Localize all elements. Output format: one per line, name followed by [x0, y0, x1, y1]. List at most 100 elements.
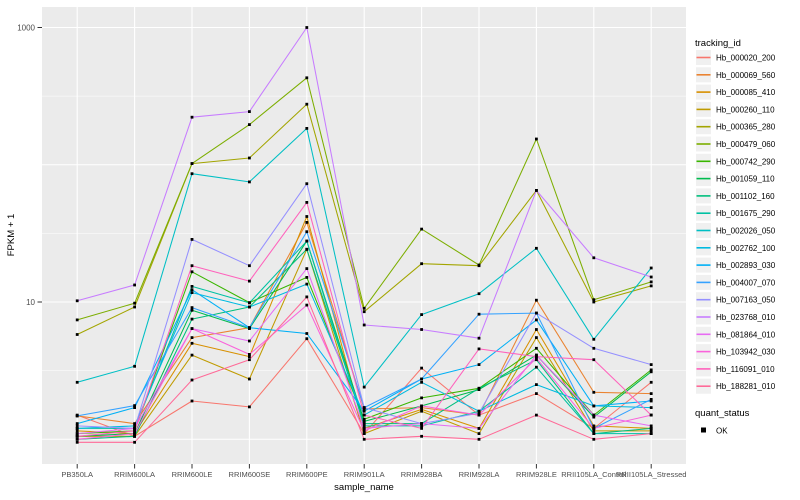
data-point [420, 227, 423, 231]
legend-entry-label: Hb_000020_200 [716, 54, 776, 63]
series-layer [75, 26, 653, 444]
data-point [75, 380, 79, 384]
data-point [477, 437, 481, 441]
legend-entry-Hb_000742_290: Hb_000742_290 [696, 153, 776, 169]
data-point [190, 291, 194, 294]
legend-entry-Hb_000479_060: Hb_000479_060 [696, 136, 776, 152]
data-point [420, 396, 423, 400]
data-point [649, 380, 653, 384]
data-point [420, 377, 423, 381]
legend-entry-Hb_000260_110: Hb_000260_110 [696, 101, 775, 117]
data-point [75, 432, 79, 435]
data-point [420, 427, 423, 430]
data-point [362, 417, 366, 421]
data-point [420, 422, 423, 425]
data-point [477, 409, 481, 413]
data-point [592, 346, 596, 350]
data-point [535, 328, 538, 331]
data-point [305, 247, 309, 251]
x-tick-label: RRII105LA_Control [561, 470, 626, 479]
data-point [305, 76, 309, 80]
data-point [592, 358, 596, 362]
data-point [362, 437, 366, 441]
data-point [535, 358, 538, 362]
data-point [133, 434, 136, 438]
x-tick-label: RRIM901LA [344, 470, 385, 479]
data-point [535, 413, 538, 417]
data-point [133, 429, 136, 433]
data-point [362, 406, 366, 409]
legend-entry-label: Hb_081864_010 [716, 330, 776, 339]
data-point [477, 413, 481, 417]
data-point [248, 353, 251, 356]
data-point [305, 337, 309, 341]
data-point [75, 434, 79, 438]
legend-entry-Hb_002762_100: Hb_002762_100 [696, 240, 776, 256]
data-point [133, 427, 136, 430]
legend-entry-label: Hb_000479_060 [716, 140, 776, 149]
data-point [190, 308, 194, 312]
data-point [649, 406, 653, 409]
data-point [305, 127, 309, 130]
data-point [133, 305, 136, 309]
data-point [75, 333, 79, 336]
data-point [535, 189, 538, 192]
data-point [535, 383, 538, 386]
data-point [535, 355, 538, 358]
data-point [190, 270, 194, 274]
data-point [535, 356, 538, 360]
data-point [190, 378, 194, 382]
data-point [362, 323, 366, 327]
data-point [649, 266, 653, 270]
data-point [477, 347, 481, 351]
data-point [649, 424, 653, 428]
y-axis-title: FPKM + 1 [6, 214, 17, 257]
data-point [190, 336, 194, 339]
data-point [305, 239, 309, 243]
data-point [362, 385, 366, 389]
data-point [649, 275, 653, 279]
data-point [248, 156, 251, 160]
data-point [248, 358, 251, 362]
data-point [305, 102, 309, 106]
x-tick-label: PB350LA [61, 470, 93, 479]
data-point [75, 440, 79, 444]
data-point [305, 282, 309, 286]
legend-entry-Hb_188281_010: Hb_188281_010 [696, 378, 776, 394]
data-point [649, 392, 653, 395]
x-tick-label: RRIM600PE [286, 470, 328, 479]
data-point [190, 238, 194, 241]
legend-entry-label: Hb_001675_290 [716, 209, 776, 218]
legend-entry-label: Hb_000069_560 [716, 71, 776, 80]
data-point [362, 306, 366, 310]
data-point [190, 264, 194, 268]
data-point [362, 424, 366, 428]
data-point [362, 409, 366, 413]
data-point [133, 404, 136, 407]
data-point [535, 246, 538, 250]
data-point [649, 280, 653, 284]
data-point [649, 413, 653, 417]
data-point [305, 276, 309, 279]
data-point [592, 300, 596, 304]
data-point [592, 427, 596, 430]
legend-entry-label: OK [716, 427, 728, 436]
x-axis-title: sample_name [334, 482, 394, 493]
data-point [535, 311, 538, 315]
legend-entries: Hb_000020_200 Hb_000069_560 Hb_000085_410 H… [696, 50, 776, 394]
quant-ok-point-icon [701, 427, 706, 433]
data-point [248, 180, 251, 184]
data-point [362, 429, 366, 433]
legend-entry-Hb_002026_050: Hb_002026_050 [696, 223, 776, 238]
x-tick-label: RRIM600LE [172, 470, 213, 479]
legend-entry-label: Hb_004007_070 [716, 278, 776, 287]
data-point [75, 318, 79, 322]
data-point [477, 336, 481, 340]
x-tick-label: RRIM928BA [401, 470, 443, 479]
data-point [305, 295, 309, 299]
axes: 1000 10 PB350LA RRIM600LA RRIM600LE RRIM600SE… [17, 23, 686, 479]
x-tick-label: RRIM600SE [229, 470, 271, 479]
legend-entry-Hb_081864_010: Hb_081864_010 [696, 326, 776, 342]
data-point [305, 230, 309, 234]
data-point [75, 414, 79, 418]
